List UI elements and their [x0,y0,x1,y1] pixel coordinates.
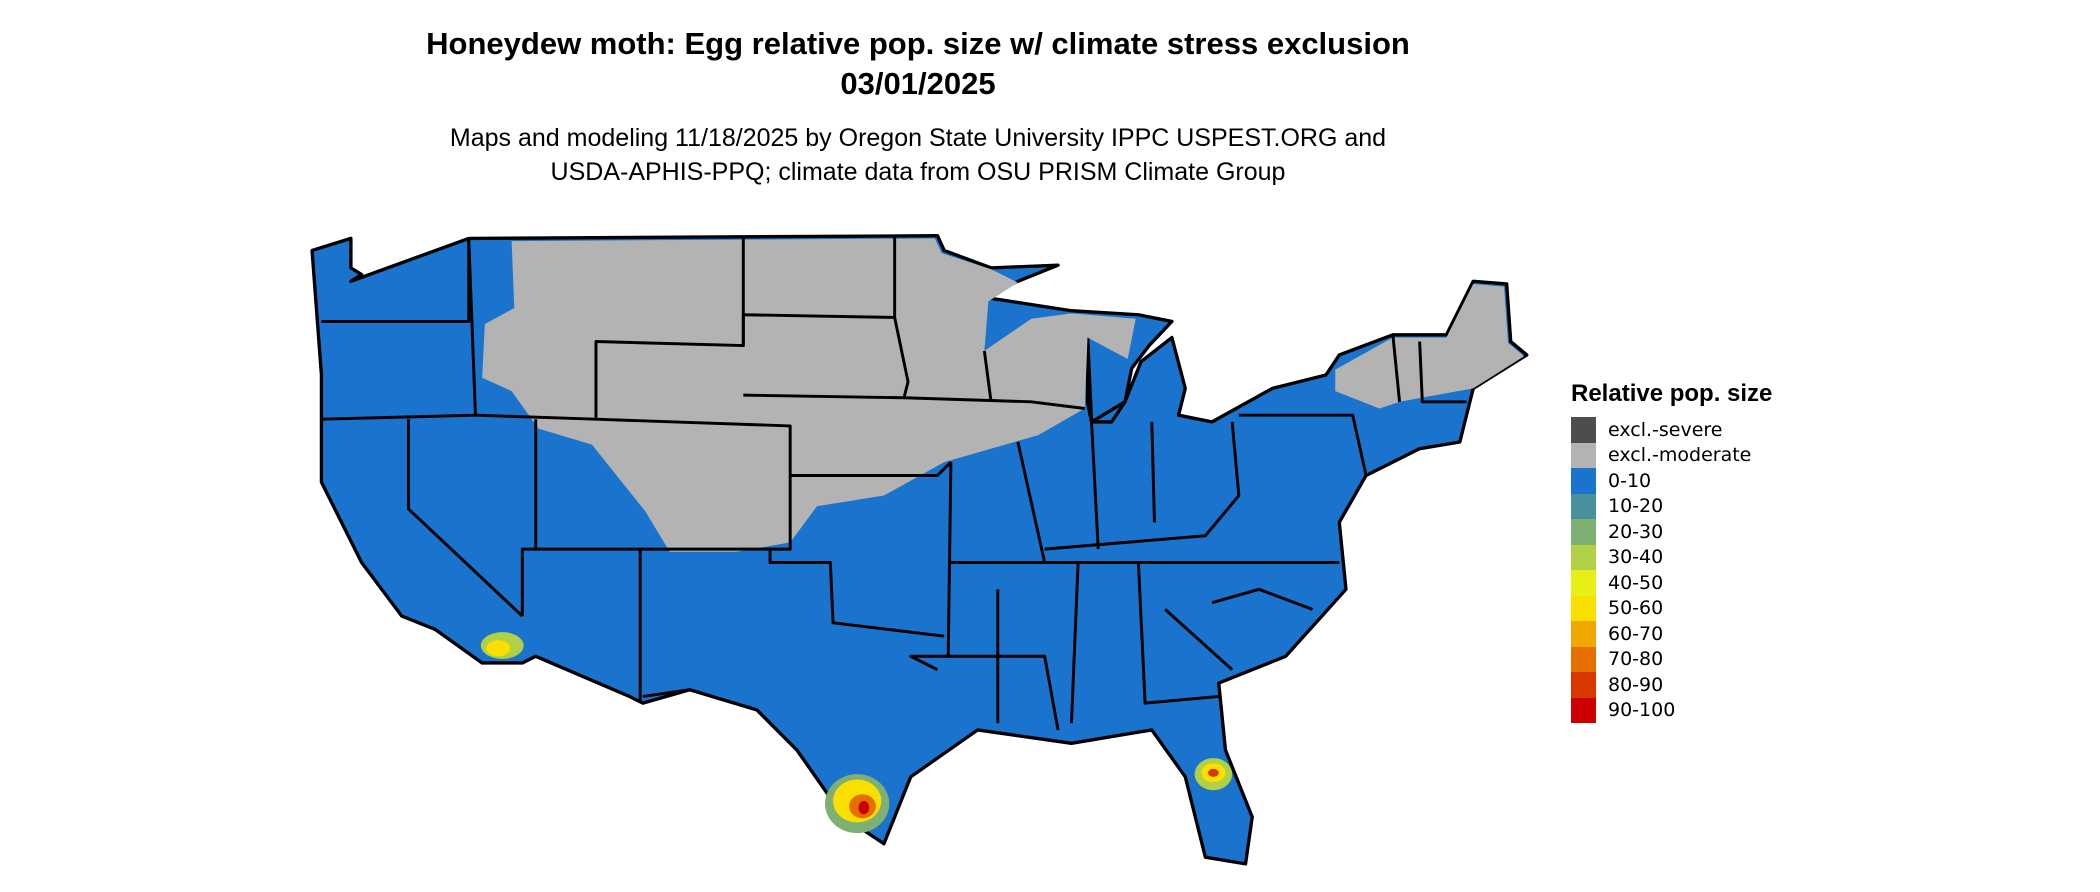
legend-item: 0-10 [1571,468,1772,494]
legend-item: 30-40 [1571,544,1772,570]
legend-swatch [1571,672,1596,698]
legend-title: Relative pop. size [1571,380,1773,407]
legend-item: 10-20 [1571,493,1772,519]
legend-label: 80-90 [1608,673,1664,696]
legend-label: excl.-moderate [1608,444,1752,467]
legend-item: 80-90 [1571,672,1772,698]
legend-swatch [1571,697,1596,723]
legend-label: 90-100 [1608,699,1676,722]
legend: Relative pop. size excl.-severe excl.-mod… [1571,380,1772,723]
legend-label: 60-70 [1608,622,1664,645]
hotspot-south-texas [825,774,890,834]
hotspot-florida [1194,758,1233,791]
legend-item: 70-80 [1571,646,1772,672]
legend-swatch [1571,493,1596,519]
legend-swatch [1571,519,1596,545]
legend-item: 40-50 [1571,570,1772,596]
legend-label: excl.-severe [1608,418,1723,441]
legend-item: 90-100 [1571,697,1772,723]
hotspot-southern-california [480,632,524,659]
legend-swatch [1571,595,1596,621]
legend-label: 20-30 [1608,520,1664,543]
legend-swatch [1571,468,1596,494]
excluded-moderate-northeast [1335,283,1525,409]
legend-label: 40-50 [1608,571,1664,594]
legend-swatch [1571,442,1596,468]
legend-swatch [1571,570,1596,596]
legend-swatch [1571,621,1596,647]
legend-label: 30-40 [1608,546,1664,569]
legend-item: 60-70 [1571,621,1772,647]
state-boundaries [321,235,1467,731]
legend-label: 10-20 [1608,495,1664,518]
legend-label: 50-60 [1608,597,1664,620]
map-title: Honeydew moth: Egg relative pop. size w/… [426,26,1410,61]
legend-item: excl.-moderate [1571,442,1772,468]
map-date: 03/01/2025 [840,66,996,101]
legend-item: 50-60 [1571,595,1772,621]
legend-label: 70-80 [1608,648,1664,671]
subtitle-line-1: Maps and modeling 11/18/2025 by Oregon S… [449,124,1387,152]
subtitle-line-2: USDA-APHIS-PPQ; climate data from OSU PR… [550,158,1286,186]
legend-swatch [1571,646,1596,672]
legend-label: 0-10 [1608,469,1652,492]
legend-swatch [1571,417,1596,443]
legend-item: excl.-severe [1571,417,1772,443]
legend-swatch [1571,544,1596,570]
legend-item: 20-30 [1571,519,1772,545]
